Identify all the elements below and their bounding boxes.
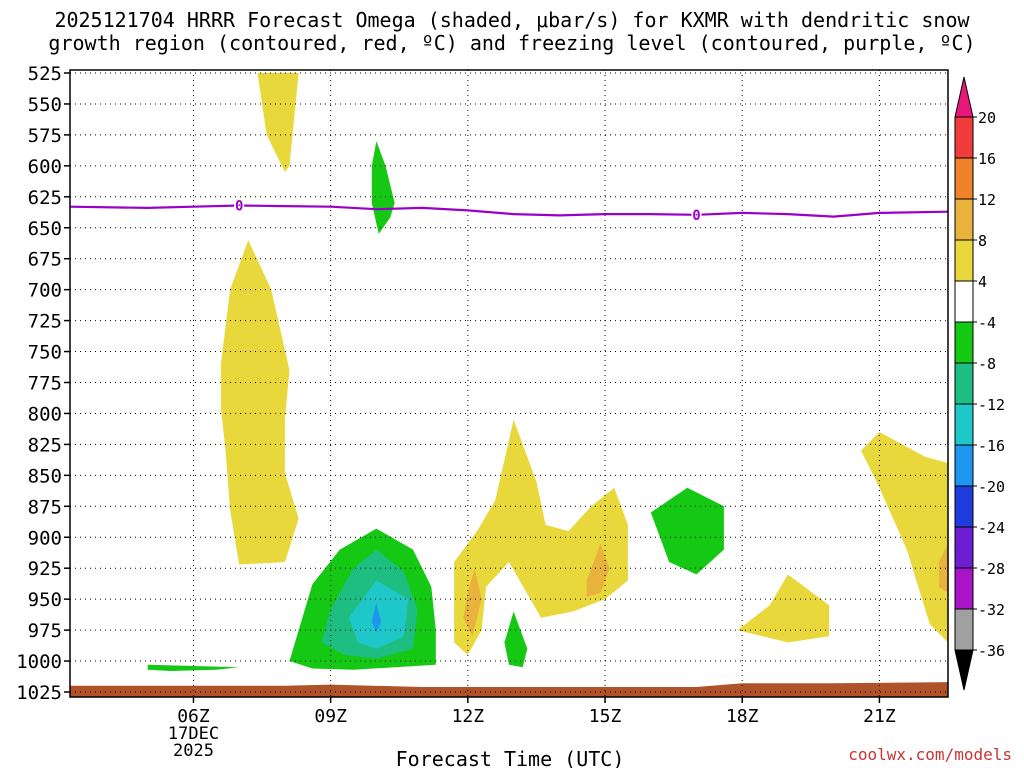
colorbar-segment bbox=[954, 567, 974, 610]
colorbar-label: 12 bbox=[978, 191, 996, 209]
colorbar-bottom-arrow bbox=[954, 649, 974, 691]
chart-title-line2: growth region (contoured, red, ºC) and f… bbox=[48, 31, 975, 55]
x-tick-label: 12Z bbox=[452, 706, 485, 727]
y-tick-label: 550 bbox=[28, 94, 62, 116]
y-tick-label: 525 bbox=[28, 63, 62, 85]
y-tick-label: 975 bbox=[28, 620, 62, 642]
y-tick-label: 675 bbox=[28, 249, 62, 271]
omega-region-yellow-lower-right bbox=[737, 574, 830, 643]
chart-title-line1: 2025121704 HRRR Forecast Omega (shaded, … bbox=[54, 8, 970, 32]
y-tick-label: 700 bbox=[28, 280, 62, 302]
colorbar-label: 16 bbox=[978, 150, 996, 168]
omega-region-yellow-upper-plume bbox=[257, 73, 299, 172]
y-tick-label: 900 bbox=[28, 527, 62, 549]
x-tick-date: 17DEC bbox=[168, 724, 219, 744]
colorbar-label: -20 bbox=[978, 478, 1005, 496]
y-tick-label: 600 bbox=[28, 156, 62, 178]
omega-region-yellow-left-column bbox=[220, 240, 299, 565]
colorbar-segment bbox=[954, 198, 974, 241]
ground-strip bbox=[70, 682, 948, 697]
colorbar-segment bbox=[954, 403, 974, 446]
colorbar-top-arrow bbox=[954, 76, 974, 118]
colorbar-label: 4 bbox=[978, 273, 987, 291]
x-tick-year: 2025 bbox=[173, 741, 214, 761]
colorbar-label: 8 bbox=[978, 232, 987, 250]
colorbar-segment bbox=[954, 280, 974, 323]
omega-region-green-small-13z bbox=[504, 611, 528, 668]
colorbar-segment bbox=[954, 362, 974, 405]
colorbar-segment bbox=[954, 239, 974, 282]
colorbar: 20 16 12 8 4 -4 -8 -12 -16 -20 -24 -28 -32 -36 bbox=[954, 76, 1005, 691]
x-tick-label: 18Z bbox=[726, 706, 759, 727]
omega-region-green-small-lower bbox=[147, 664, 240, 671]
y-tick-label: 850 bbox=[28, 465, 62, 487]
colorbar-segment bbox=[954, 608, 974, 651]
omega-region-green-right-blob bbox=[650, 487, 724, 575]
colorbar-label: -32 bbox=[978, 601, 1005, 619]
y-tick-label: 750 bbox=[28, 342, 62, 364]
colorbar-label: -16 bbox=[978, 437, 1005, 455]
plot-area: 00 bbox=[69, 69, 949, 698]
colorbar-label: -28 bbox=[978, 560, 1005, 578]
omega-region-blue-dot bbox=[371, 602, 381, 633]
colorbar-segment bbox=[954, 444, 974, 487]
colorbar-label: -8 bbox=[978, 355, 996, 373]
omega-region-yellow-far-right bbox=[861, 432, 948, 643]
freezing-level-label: 0 bbox=[235, 198, 243, 214]
freezing-label-bg bbox=[691, 207, 702, 222]
colorbar-segment bbox=[954, 157, 974, 200]
colorbar-label: -24 bbox=[978, 519, 1005, 537]
y-tick-label: 625 bbox=[28, 187, 62, 209]
omega-region-orange-spot-12z bbox=[463, 568, 482, 637]
y-tick-label: 650 bbox=[28, 218, 62, 240]
y-tick-label: 775 bbox=[28, 373, 62, 395]
freezing-level-label: 0 bbox=[692, 208, 700, 224]
colorbar-segment bbox=[954, 526, 974, 569]
y-axis: 525 550 575 600 625 650 675 700 725 750 775 800 825 8… bbox=[16, 63, 70, 704]
y-tick-label: 875 bbox=[28, 496, 62, 518]
y-tick-label: 950 bbox=[28, 589, 62, 611]
watermark: coolwx.com/models bbox=[848, 745, 1012, 764]
colorbar-label: -36 bbox=[978, 642, 1005, 660]
omega-region-green-upper-streak bbox=[371, 141, 395, 234]
y-tick-label: 1000 bbox=[16, 651, 62, 673]
omega-region-orange-spot-15z bbox=[586, 543, 610, 597]
colorbar-label: -12 bbox=[978, 396, 1005, 414]
freezing-label-bg bbox=[234, 198, 245, 213]
freezing-level-line bbox=[69, 204, 949, 218]
y-tick-label: 925 bbox=[28, 558, 62, 580]
y-tick-label: 1025 bbox=[16, 682, 62, 704]
x-tick-label: 06Z bbox=[177, 706, 210, 727]
x-tick-label: 15Z bbox=[589, 706, 622, 727]
colorbar-segment bbox=[954, 321, 974, 364]
colorbar-label: -4 bbox=[978, 314, 996, 332]
x-tick-label: 09Z bbox=[314, 706, 347, 727]
x-axis-label: Forecast Time (UTC) bbox=[396, 747, 625, 768]
y-tick-label: 725 bbox=[28, 311, 62, 333]
y-tick-label: 575 bbox=[28, 125, 62, 147]
omega-region-orange-far-right bbox=[938, 543, 948, 593]
colorbar-segment bbox=[954, 116, 974, 159]
plot-frame bbox=[69, 69, 949, 698]
y-tick-label: 825 bbox=[28, 434, 62, 456]
colorbar-label: 20 bbox=[978, 109, 996, 127]
x-tick-label: 21Z bbox=[863, 706, 896, 727]
colorbar-segment bbox=[954, 485, 974, 528]
y-tick-label: 800 bbox=[28, 403, 62, 425]
